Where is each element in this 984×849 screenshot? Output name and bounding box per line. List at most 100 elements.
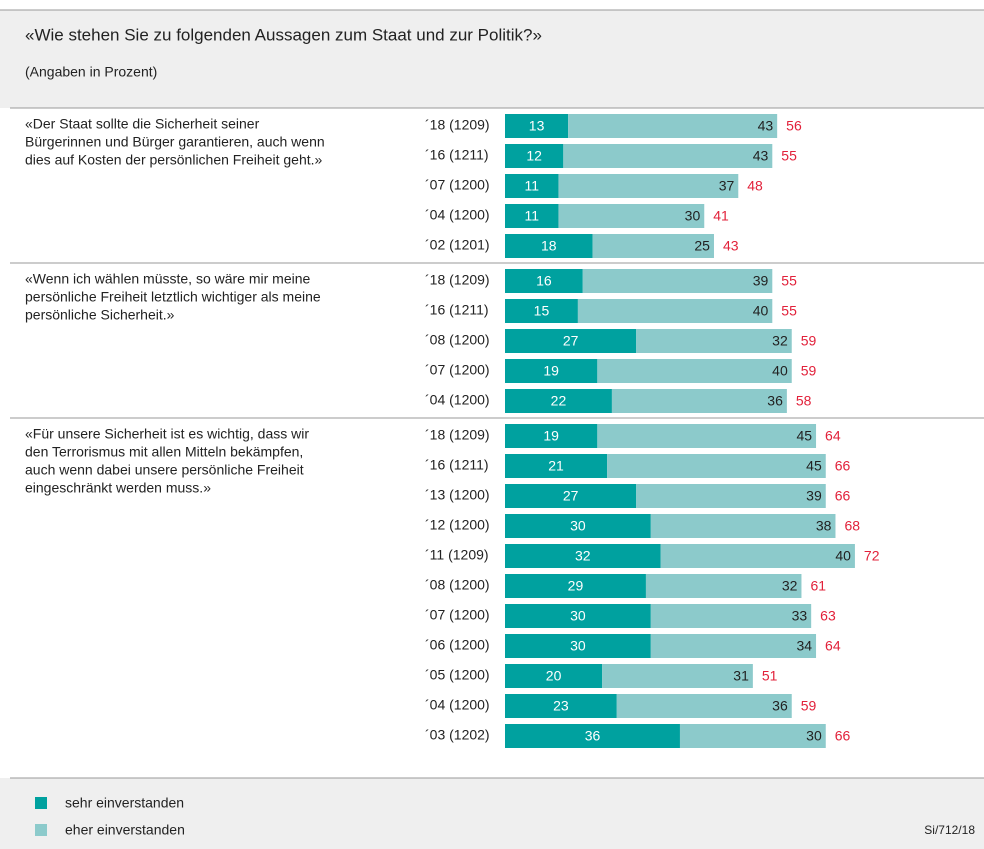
- bar-segment: [505, 634, 651, 658]
- value-label: 43: [753, 148, 769, 164]
- group-label: auch wenn dabei unsere persönliche Freih…: [25, 462, 304, 478]
- category-label: ´06 (1200): [425, 637, 490, 653]
- bar-segment: [616, 694, 792, 718]
- category-label: ´16 (1211): [425, 302, 489, 318]
- value-label: 32: [782, 578, 798, 594]
- category-label: ´04 (1200): [425, 697, 490, 713]
- bar-segment: [505, 574, 646, 598]
- group-label: dies auf Kosten der persönlichen Freihei…: [25, 152, 323, 168]
- value-label: 40: [753, 303, 769, 319]
- group-label: persönliche Sicherheit.»: [25, 307, 175, 323]
- value-label: 27: [563, 488, 579, 504]
- total-label: 41: [713, 208, 729, 224]
- value-label: 36: [585, 728, 601, 744]
- bar-segment: [505, 514, 651, 538]
- total-label: 55: [781, 148, 797, 164]
- value-label: 30: [685, 208, 701, 224]
- total-label: 56: [786, 118, 802, 134]
- value-label: 27: [563, 333, 579, 349]
- total-label: 58: [796, 393, 812, 409]
- bar-segment: [505, 604, 651, 628]
- category-label: ´18 (1209): [425, 117, 490, 133]
- bar-segment: [505, 389, 612, 413]
- group-label: «Wenn ich wählen müsste, so wäre mir mei…: [25, 271, 311, 287]
- category-label: ´07 (1200): [425, 607, 490, 623]
- value-label: 37: [719, 178, 735, 194]
- value-label: 30: [570, 518, 586, 534]
- bar-segment: [607, 454, 826, 478]
- total-label: 66: [835, 488, 851, 504]
- bar-segment: [645, 574, 802, 598]
- total-label: 72: [864, 548, 880, 564]
- total-label: 55: [781, 303, 797, 319]
- category-label: ´18 (1209): [425, 272, 490, 288]
- value-label: 22: [551, 393, 567, 409]
- bar-segment: [563, 144, 773, 168]
- category-label: ´11 (1209): [425, 547, 489, 563]
- value-label: 40: [772, 363, 788, 379]
- value-label: 40: [835, 548, 851, 564]
- total-label: 51: [762, 668, 778, 684]
- bar-segment: [505, 234, 593, 258]
- value-label: 13: [529, 118, 545, 134]
- bar-segment: [505, 299, 578, 323]
- category-label: ´18 (1209): [425, 427, 490, 443]
- total-label: 64: [825, 428, 841, 444]
- value-label: 19: [543, 428, 559, 444]
- total-label: 66: [835, 458, 851, 474]
- value-label: 38: [816, 518, 832, 534]
- legend-label: eher einverstanden: [65, 822, 185, 838]
- bar-segment: [505, 269, 583, 293]
- footer-band: [0, 778, 984, 849]
- bar-segment: [602, 664, 753, 688]
- bar-segment: [582, 269, 773, 293]
- total-label: 59: [801, 698, 817, 714]
- bar-segment: [636, 484, 826, 508]
- total-label: 61: [810, 578, 826, 594]
- value-label: 30: [806, 728, 822, 744]
- category-label: ´08 (1200): [425, 577, 490, 593]
- bar-segment: [679, 724, 826, 748]
- group-label: eingeschränkt werden muss.»: [25, 480, 211, 496]
- chart-title: «Wie stehen Sie zu folgenden Aussagen zu…: [25, 25, 542, 44]
- bar-segment: [505, 724, 680, 748]
- legend-swatch: [35, 824, 47, 836]
- legend-label: sehr einverstanden: [65, 795, 184, 811]
- bar-segment: [505, 359, 598, 383]
- value-label: 11: [524, 208, 539, 224]
- bar-segment: [650, 634, 817, 658]
- value-label: 15: [534, 303, 550, 319]
- category-label: ´07 (1200): [425, 177, 490, 193]
- value-label: 32: [575, 548, 591, 564]
- bar-segment: [505, 174, 559, 198]
- bar-segment: [558, 174, 739, 198]
- bar-segment: [505, 454, 608, 478]
- bar-segment: [505, 544, 661, 568]
- group-label: persönliche Freiheit letztlich wichtiger…: [25, 289, 321, 305]
- value-label: 33: [792, 608, 808, 624]
- value-label: 11: [524, 178, 539, 194]
- value-label: 43: [758, 118, 774, 134]
- total-label: 48: [747, 178, 763, 194]
- bar-segment: [568, 114, 778, 138]
- total-label: 63: [820, 608, 836, 624]
- bar-segment: [597, 359, 792, 383]
- value-label: 30: [570, 638, 586, 654]
- group-label: Bürgerinnen und Bürger garantieren, auch…: [25, 134, 325, 150]
- bar-segment: [505, 114, 569, 138]
- bar-segment: [505, 484, 637, 508]
- chart-subtitle: (Angaben in Prozent): [25, 64, 157, 80]
- value-label: 19: [543, 363, 559, 379]
- value-label: 20: [546, 668, 562, 684]
- category-label: ´07 (1200): [425, 362, 490, 378]
- bar-segment: [660, 544, 855, 568]
- bar-segment: [505, 144, 564, 168]
- category-label: ´13 (1200): [425, 487, 490, 503]
- value-label: 45: [796, 428, 812, 444]
- category-label: ´16 (1211): [425, 147, 489, 163]
- value-label: 18: [541, 238, 557, 254]
- value-label: 45: [806, 458, 822, 474]
- category-label: ´04 (1200): [425, 392, 490, 408]
- group-label: «Der Staat sollte die Sicherheit seiner: [25, 116, 260, 132]
